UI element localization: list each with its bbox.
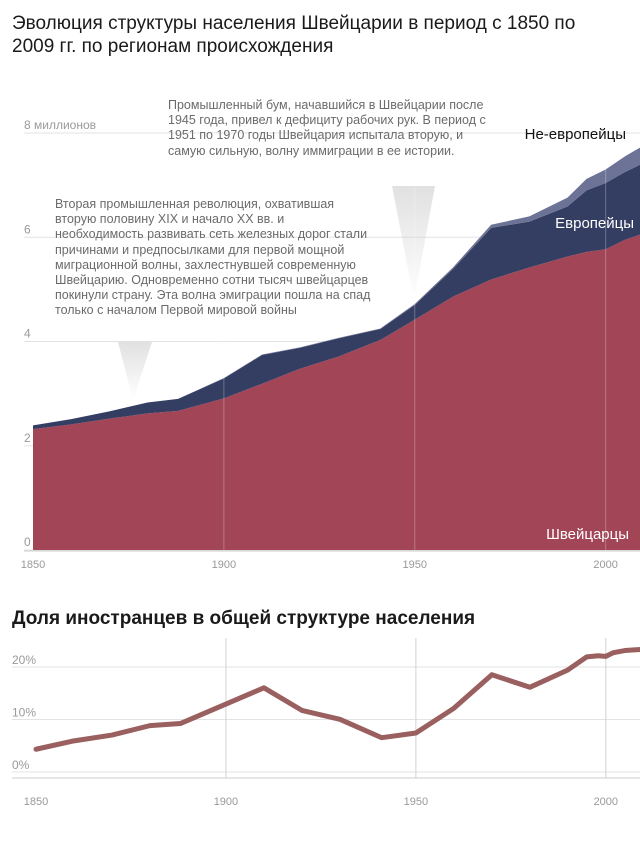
area-series-0 [33,234,640,551]
share-x-tick-label-2000: 2000 [594,796,618,808]
x-tick-label-1900: 1900 [212,559,236,571]
callout-pointer-industrial [118,342,152,400]
share-x-tick-label-1950: 1950 [404,796,428,808]
top-vertical-gridlines [223,120,607,552]
share-line-group [33,647,640,752]
top-x-axis: 1850 1900 1950 2000 [21,550,640,571]
bottom-y-axis: 0% 10% 20% [12,653,36,772]
x-tick-label-1850: 1850 [21,559,45,571]
share-y-tick-label-20: 20% [12,653,36,667]
share-y-tick-label-0: 0% [12,758,30,772]
share-line [33,647,640,752]
y-tick-label-6: 6 [24,222,31,236]
series-labels: Швейцарцы Европейцы Не-европейцы [525,126,634,543]
share-x-tick-label-1850: 1850 [24,796,48,808]
bottom-gridlines [12,638,640,778]
y-tick-label-2: 2 [24,431,31,445]
share-y-tick-label-10: 10% [12,706,36,720]
share-x-tick-label-1900: 1900 [214,796,238,808]
series-label-2: Не-европейцы [525,126,626,143]
y-tick-label-4: 4 [24,327,31,341]
series-label-0: Швейцарцы [546,526,629,543]
top-y-axis: 0 2 4 6 8 миллионов [24,118,96,549]
chart-title: Эволюция структуры населения Швейцарии в… [12,13,576,57]
bottom-x-axis: 1850 1900 1950 2000 [12,777,640,808]
annotation-industrial-revolution: Вторая промышленная революция, охвативша… [55,197,371,318]
stacked-areas [33,147,640,551]
series-label-1: Европейцы [555,215,634,232]
x-tick-label-2000: 2000 [593,559,617,571]
y-tick-label-0: 0 [24,535,31,549]
y-tick-label-8: 8 миллионов [24,118,96,132]
annotation-callouts [118,186,435,400]
x-tick-label-1950: 1950 [403,559,427,571]
annotation-postwar-boom: Промышленный бум, начавшийся в Швейцарии… [168,98,486,158]
callout-pointer-postwar [392,186,435,300]
share-chart-title: Доля иностранцев в общей структуре насел… [12,608,476,629]
